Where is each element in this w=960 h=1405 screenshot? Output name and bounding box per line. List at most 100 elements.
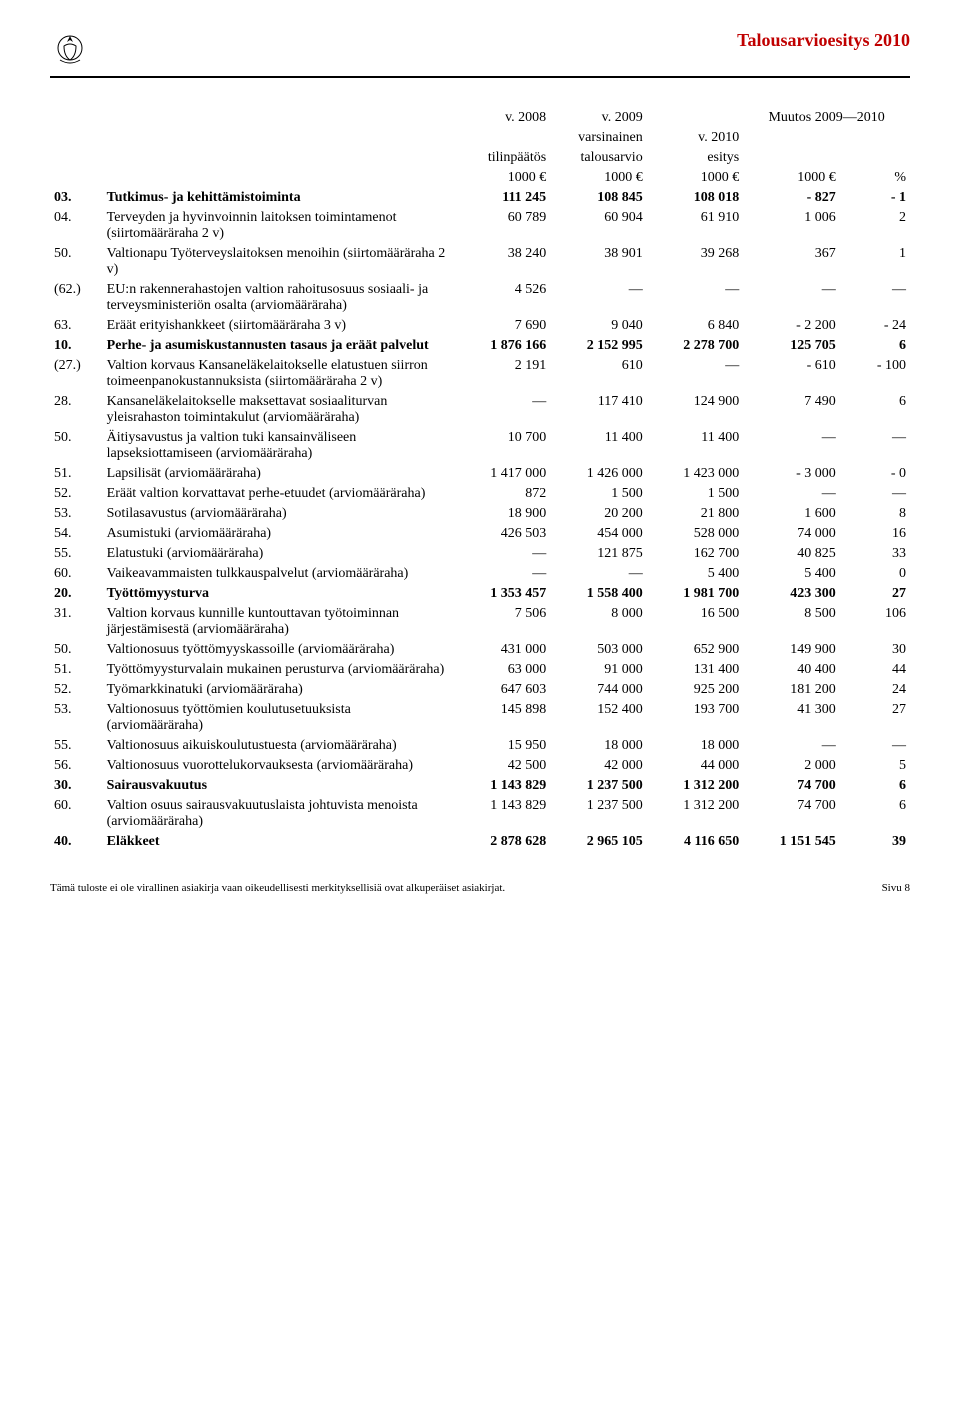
- page: Talousarvioesitys 2010 v. 2008 v. 2009 M…: [0, 0, 960, 914]
- row-value: 11 400: [647, 428, 744, 464]
- row-value: 6: [840, 336, 910, 356]
- table-row: 53.Sotilasavustus (arviomääräraha)18 900…: [50, 504, 910, 524]
- page-header: Talousarvioesitys 2010: [50, 30, 910, 78]
- row-value: 1 237 500: [550, 796, 647, 832]
- row-value: 11 400: [550, 428, 647, 464]
- row-value: —: [840, 736, 910, 756]
- row-value: 74 700: [743, 796, 840, 832]
- crest-icon: [50, 30, 90, 70]
- budget-table: v. 2008 v. 2009 Muutos 2009—2010 varsina…: [50, 108, 910, 852]
- row-value: 149 900: [743, 640, 840, 660]
- row-value: 4 116 650: [647, 832, 744, 852]
- row-description: Perhe- ja asumiskustannusten tasaus ja e…: [103, 336, 454, 356]
- row-value: 1 558 400: [550, 584, 647, 604]
- row-description: Työttömyysturvalain mukainen perusturva …: [103, 660, 454, 680]
- row-value: 2 000: [743, 756, 840, 776]
- row-description: Työmarkkinatuki (arviomääräraha): [103, 680, 454, 700]
- table-row: 50.Valtionapu Työterveyslaitoksen menoih…: [50, 244, 910, 280]
- row-value: 63 000: [454, 660, 551, 680]
- row-value: 125 705: [743, 336, 840, 356]
- row-description: Työttömyysturva: [103, 584, 454, 604]
- table-row: 60.Vaikeavammaisten tulkkauspalvelut (ar…: [50, 564, 910, 584]
- table-row: 60.Valtion osuus sairausvakuutuslaista j…: [50, 796, 910, 832]
- row-value: 610: [550, 356, 647, 392]
- row-code: 55.: [50, 544, 103, 564]
- row-code: 63.: [50, 316, 103, 336]
- row-value: —: [550, 280, 647, 316]
- col-2009-l3: talousarvio: [550, 148, 647, 168]
- row-value: 872: [454, 484, 551, 504]
- row-value: 4 526: [454, 280, 551, 316]
- table-row: 50.Valtionosuus työttömyyskassoille (arv…: [50, 640, 910, 660]
- row-value: 7 490: [743, 392, 840, 428]
- row-value: 2 965 105: [550, 832, 647, 852]
- footer-page-number: Sivu 8: [882, 882, 910, 894]
- row-value: 18 000: [550, 736, 647, 756]
- row-description: Eräät valtion korvattavat perhe-etuudet …: [103, 484, 454, 504]
- row-value: 20 200: [550, 504, 647, 524]
- row-value: 74 000: [743, 524, 840, 544]
- row-description: EU:n rakennerahastojen valtion rahoituso…: [103, 280, 454, 316]
- table-header: v. 2008 v. 2009 Muutos 2009—2010 varsina…: [50, 108, 910, 188]
- row-value: 15 950: [454, 736, 551, 756]
- row-value: —: [743, 484, 840, 504]
- row-value: - 3 000: [743, 464, 840, 484]
- row-value: 111 245: [454, 188, 551, 208]
- row-description: Vaikeavammaisten tulkkauspalvelut (arvio…: [103, 564, 454, 584]
- row-code: 52.: [50, 484, 103, 504]
- row-value: 42 500: [454, 756, 551, 776]
- row-value: —: [647, 356, 744, 392]
- row-description: Valtion korvaus kunnille kuntouttavan ty…: [103, 604, 454, 640]
- row-description: Sotilasavustus (arviomääräraha): [103, 504, 454, 524]
- row-value: —: [743, 428, 840, 464]
- row-value: 40 400: [743, 660, 840, 680]
- row-value: 18 900: [454, 504, 551, 524]
- row-description: Kansaneläkelaitokselle maksettavat sosia…: [103, 392, 454, 428]
- row-value: 1 500: [550, 484, 647, 504]
- row-value: 108 845: [550, 188, 647, 208]
- row-value: —: [840, 484, 910, 504]
- row-value: 1 423 000: [647, 464, 744, 484]
- row-code: 31.: [50, 604, 103, 640]
- table-row: 56.Valtionosuus vuorottelukorvauksesta (…: [50, 756, 910, 776]
- row-value: 1 600: [743, 504, 840, 524]
- row-value: 152 400: [550, 700, 647, 736]
- row-value: 423 300: [743, 584, 840, 604]
- row-description: Lapsilisät (arviomääräraha): [103, 464, 454, 484]
- row-value: - 100: [840, 356, 910, 392]
- row-value: 121 875: [550, 544, 647, 564]
- row-value: 1 417 000: [454, 464, 551, 484]
- row-value: 16: [840, 524, 910, 544]
- col-2010-l2: esitys: [647, 148, 744, 168]
- row-value: 1 876 166: [454, 336, 551, 356]
- row-value: 1 353 457: [454, 584, 551, 604]
- row-value: 38 901: [550, 244, 647, 280]
- row-description: Valtionosuus vuorottelukorvauksesta (arv…: [103, 756, 454, 776]
- row-value: 27: [840, 584, 910, 604]
- table-row: 28.Kansaneläkelaitokselle maksettavat so…: [50, 392, 910, 428]
- col-2010-l1: v. 2010: [647, 128, 744, 148]
- row-value: 744 000: [550, 680, 647, 700]
- row-code: 50.: [50, 640, 103, 660]
- col-2008-l2: tilinpäätös: [454, 148, 551, 168]
- row-value: 7 690: [454, 316, 551, 336]
- row-value: 1 143 829: [454, 776, 551, 796]
- col-change-unit: 1000 €: [743, 168, 840, 188]
- row-value: 6: [840, 392, 910, 428]
- col-2008-unit: 1000 €: [454, 168, 551, 188]
- row-value: 39 268: [647, 244, 744, 280]
- row-value: 6: [840, 796, 910, 832]
- row-value: —: [454, 544, 551, 564]
- row-value: 60 789: [454, 208, 551, 244]
- row-value: - 2 200: [743, 316, 840, 336]
- row-value: 21 800: [647, 504, 744, 524]
- table-row: 03.Tutkimus- ja kehittämistoiminta111 24…: [50, 188, 910, 208]
- row-value: 18 000: [647, 736, 744, 756]
- row-code: 10.: [50, 336, 103, 356]
- table-row: 30.Sairausvakuutus1 143 8291 237 5001 31…: [50, 776, 910, 796]
- row-value: 647 603: [454, 680, 551, 700]
- row-value: 925 200: [647, 680, 744, 700]
- row-value: 61 910: [647, 208, 744, 244]
- row-value: 5 400: [743, 564, 840, 584]
- row-description: Eräät erityishankkeet (siirtomääräraha 3…: [103, 316, 454, 336]
